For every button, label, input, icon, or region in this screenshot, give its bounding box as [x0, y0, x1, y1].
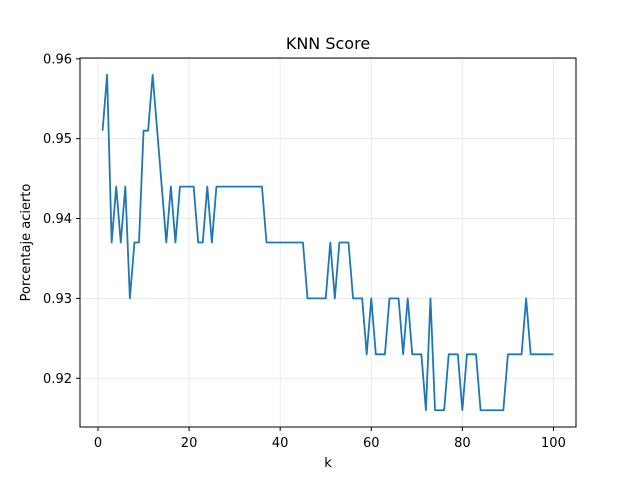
y-tick-label: 0.93: [43, 292, 72, 307]
plot-background: [80, 58, 576, 427]
x-tick-label: 60: [363, 436, 380, 451]
y-axis-label: Porcentaje acierto: [19, 184, 34, 302]
plot-frame: [79, 57, 577, 428]
series-layer: [101, 73, 554, 412]
grid: [80, 58, 576, 427]
y-tick-label: 0.95: [43, 132, 72, 147]
x-axis-label: k: [324, 456, 332, 471]
y-tick-label: 0.92: [43, 372, 72, 387]
x-tick-label: 100: [541, 436, 566, 451]
x-tick-label: 20: [181, 436, 198, 451]
series-line-knn-score: [101, 73, 554, 412]
y-tick-label: 0.94: [43, 212, 72, 227]
x-axis: 0 20 40 60 80 100: [94, 427, 566, 451]
x-tick-label: 80: [454, 436, 471, 451]
y-axis: 0.92 0.93 0.94 0.95 0.96: [43, 52, 80, 387]
chart-title: KNN Score: [286, 34, 370, 53]
y-tick-label: 0.96: [43, 52, 72, 67]
x-tick-label: 40: [272, 436, 289, 451]
x-tick-label: 0: [94, 436, 102, 451]
